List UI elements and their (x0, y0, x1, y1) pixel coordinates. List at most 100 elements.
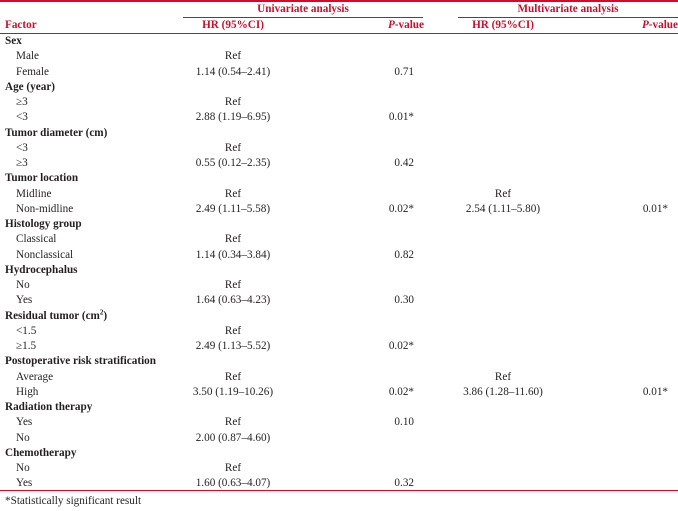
factor-text: Age (year) (5, 80, 56, 93)
factor-category-label: Histology group (5, 217, 82, 232)
p-univariate-cell: 0.32 (394, 477, 414, 490)
p-univariate-cell: 0.02* (388, 385, 414, 398)
p-univariate-cell: 0.42 (394, 157, 414, 169)
factor-level-label: Midline (16, 187, 51, 202)
hr-univariate-cell: Ref (224, 324, 242, 337)
factor-text: Hydrocephalus (5, 263, 78, 276)
factor-tail: ) (103, 309, 108, 322)
table-row-category: Age (year) (0, 80, 678, 95)
column-header-hr-univariate: HR (95%CI) (202, 19, 264, 31)
table-row: No Ref (0, 278, 678, 293)
factor-text: Male (16, 50, 39, 63)
hr-univariate-cell: 1.64 (0.63–4.23) (195, 294, 271, 307)
p-univariate-cell: 0.10 (394, 416, 414, 429)
table-row: ≥3 0.55 (0.12–2.35) 0.42 (0, 156, 678, 171)
hr-univariate-cell: Ref (224, 96, 242, 108)
factor-text: ≥1.5 (16, 340, 37, 352)
factor-text: No (16, 462, 30, 474)
table-row: No Ref (0, 461, 678, 476)
table-row-category: Histology group (0, 217, 678, 232)
column-header-factor: Factor (5, 19, 37, 31)
hr-univariate-cell: 2.49 (1.11–5.58) (195, 202, 271, 215)
hr-multivariate-cell: Ref (494, 187, 512, 200)
factor-level-label: Average (16, 370, 53, 385)
factor-category-label: Radiation therapy (5, 400, 92, 415)
hr-univariate-cell: Ref (224, 141, 242, 154)
table-row-category: Radiation therapy (0, 400, 678, 415)
factor-text: No (16, 279, 30, 291)
hr-multivariate-cell: 2.54 (1.11–5.80) (465, 202, 541, 215)
table-row: Yes 1.64 (0.63–4.23) 0.30 (0, 293, 678, 308)
hr-univariate-cell: Ref (224, 50, 242, 63)
table-bottom-rule (0, 490, 678, 491)
table-row: <3 2.88 (1.19–6.95) 0.01* (0, 110, 678, 125)
p-italic: P (641, 19, 649, 31)
hr-univariate-cell: 0.55 (0.12–2.35) (195, 157, 271, 169)
hr-univariate-cell: 2.00 (0.87–4.60) (195, 431, 271, 444)
p-multivariate-cell: 0.01* (642, 385, 668, 398)
table-row: No 2.00 (0.87–4.60) (0, 431, 678, 446)
hr-univariate-cell: Ref (224, 233, 242, 246)
group-header-multivariate: Multivariate analysis (517, 3, 619, 15)
table-row: ≥3 Ref (0, 95, 678, 110)
factor-text: Radiation therapy (5, 401, 93, 413)
table-top-rule (0, 0, 678, 2)
factor-text: Yes (16, 477, 33, 490)
factor-text: <3 (16, 111, 28, 124)
table-row-category: Hydrocephalus (0, 263, 678, 278)
group-header-univariate: Univariate analysis (257, 3, 349, 15)
p-univariate-cell: 0.01* (388, 111, 414, 124)
hr-multivariate-cell: 3.86 (1.28–11.60) (463, 385, 543, 398)
factor-text: Histology group (5, 218, 82, 230)
factor-level-label: ≥3 (16, 156, 28, 171)
factor-category-label: Residual tumor (cm2) (5, 307, 108, 324)
factor-level-label: Yes (16, 293, 32, 308)
table-row: ≥1.5 2.49 (1.13–5.52) 0.02* (0, 339, 678, 354)
table-row-category: Tumor location (0, 171, 678, 186)
group-rule-multivariate (458, 17, 678, 18)
table-row: High 3.50 (1.19–10.26) 0.02* 3.86 (1.28–11.… (0, 385, 678, 400)
factor-level-label: Classical (16, 232, 56, 247)
p-univariate-cell: 0.02* (388, 202, 414, 215)
factor-text: Postoperative risk stratification (5, 355, 156, 368)
factor-text: <3 (16, 141, 28, 154)
factor-text: Sex (5, 35, 22, 47)
factor-category-label: Tumor diameter (cm) (5, 126, 107, 141)
factor-text: Midline (16, 187, 52, 200)
table-row-category: Tumor diameter (cm) (0, 126, 678, 141)
hr-univariate-cell: 1.14 (0.54–2.41) (195, 65, 271, 78)
hr-univariate-cell: 3.50 (1.19–10.26) (192, 385, 274, 398)
column-header-hr-multivariate: HR (95%CI) (472, 19, 534, 31)
hr-univariate-cell: Ref (224, 462, 242, 474)
factor-text: Non-midline (16, 202, 74, 215)
factor-category-label: Chemotherapy (5, 446, 76, 461)
table-row-category: Chemotherapy (0, 446, 678, 461)
factor-text: Yes (16, 416, 33, 429)
factor-text: Yes (16, 294, 33, 307)
hr-univariate-cell: Ref (224, 279, 242, 291)
factor-text: ≥3 (16, 157, 28, 169)
factor-level-label: No (16, 431, 30, 446)
factor-text: Female (16, 65, 49, 78)
factor-level-label: Female (16, 65, 49, 80)
hr-univariate-cell: 1.60 (0.63–4.07) (195, 477, 271, 490)
factor-level-label: Yes (16, 476, 32, 491)
table-row: Classical Ref (0, 232, 678, 247)
p-italic: P (387, 19, 395, 31)
table-row: <3 Ref (0, 141, 678, 156)
column-header-p-univariate: P-value (340, 18, 424, 33)
table-footnote: *Statistically significant result (5, 495, 142, 507)
table-row: Nonclassical 1.14 (0.34–3.84) 0.82 (0, 248, 678, 263)
factor-level-label: Non-midline (16, 202, 73, 217)
factor-superscript: 2 (99, 307, 104, 316)
p-univariate-cell: 0.71 (394, 65, 414, 78)
table-row: <1.5 Ref (0, 324, 678, 339)
factor-text: Tumor location (5, 172, 79, 185)
factor-text: Residual tumor (cm (5, 309, 100, 322)
factor-category-label: Postoperative risk stratification (5, 354, 156, 369)
factor-level-label: ≥1.5 (16, 339, 36, 354)
table-row-category: Residual tumor (cm2) (0, 307, 678, 324)
hr-univariate-cell: Ref (224, 187, 242, 200)
table-row: Yes 1.60 (0.63–4.07) 0.32 (0, 476, 678, 491)
p-multivariate-cell: 0.01* (642, 202, 668, 215)
